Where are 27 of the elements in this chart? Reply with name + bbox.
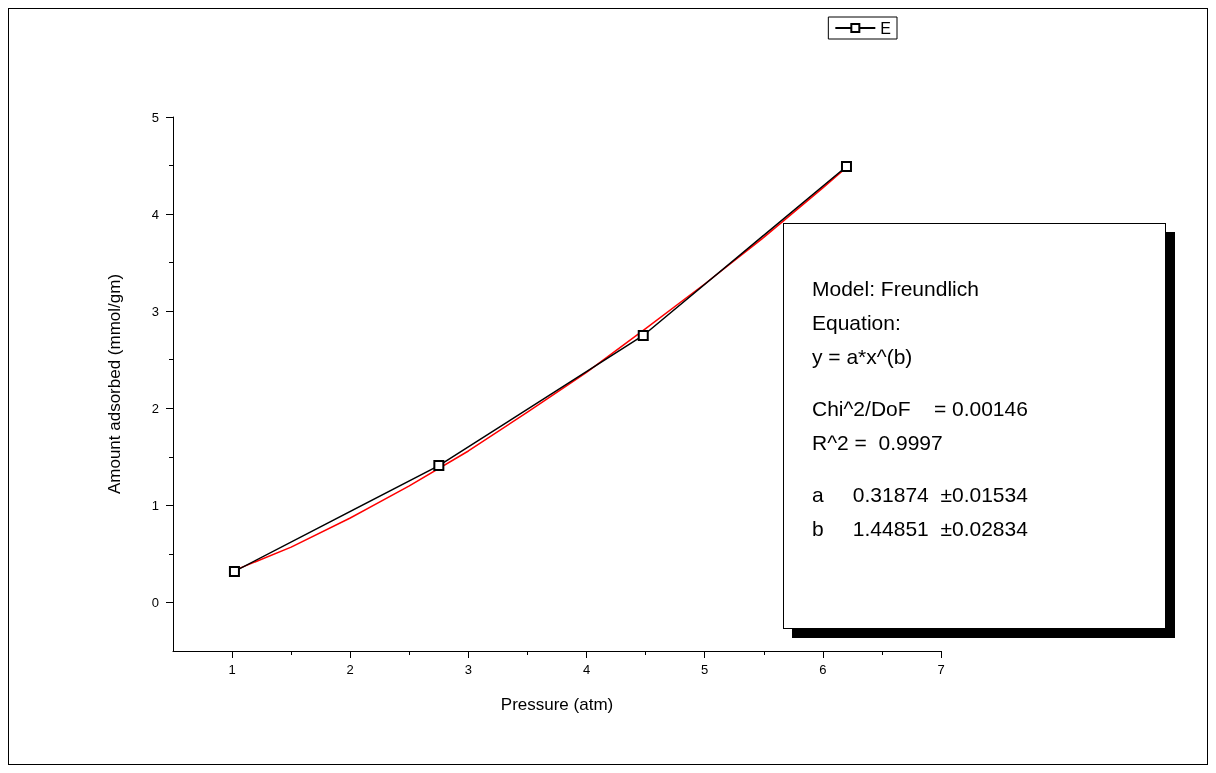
y-tick-label: 3: [151, 303, 159, 319]
y-tick-label: 0: [151, 594, 159, 610]
y-axis-title: Amount adsorbed (mmol/gm): [105, 273, 124, 495]
annotation: Equation:: [812, 310, 902, 336]
annotation: R^2 = 0.9997: [812, 430, 944, 456]
point: [637, 329, 649, 341]
x-tick-label: 1: [228, 662, 236, 677]
y-tick-label: 1: [151, 497, 159, 513]
annotation: y = a*x^(b): [812, 344, 914, 370]
x-tick-label: 2: [346, 662, 354, 677]
x-tick-label: 5: [701, 662, 709, 677]
x-tick-label: 4: [582, 662, 591, 677]
x-tick-label: 6: [819, 662, 827, 677]
point: [433, 460, 445, 472]
y-tick-label: 5: [151, 109, 159, 125]
annotation: Chi^2/DoF = 0.00146: [812, 396, 1029, 422]
x-tick-label: 7: [937, 662, 945, 677]
legend-label: E: [880, 19, 891, 37]
annotation: Model: Freundlich: [812, 276, 980, 302]
x-axis-title: Pressure (atm): [500, 695, 614, 714]
y-tick-label: 2: [151, 400, 159, 416]
point: [228, 565, 240, 577]
y-tick-label: 4: [151, 206, 159, 222]
annotation: b 1.44851 ±0.02834: [812, 516, 1029, 542]
x-tick-label: 3: [464, 662, 472, 677]
point: [840, 161, 852, 173]
annotation: a 0.31874 ±0.01534: [812, 482, 1029, 508]
